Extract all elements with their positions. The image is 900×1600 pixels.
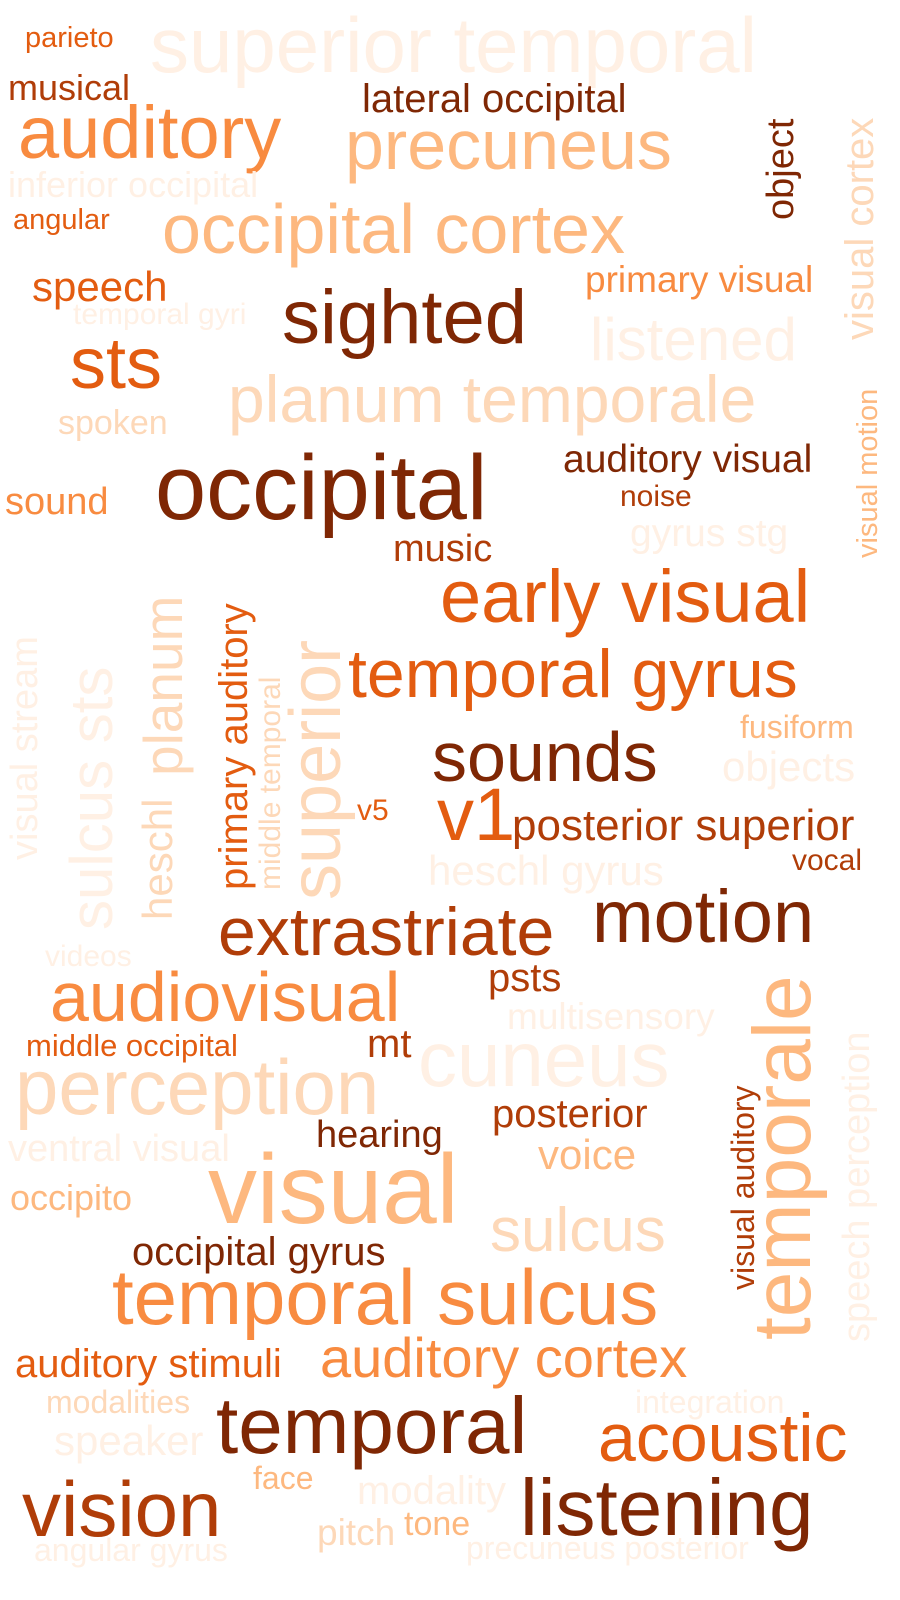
word-parieto: parieto — [25, 22, 114, 54]
word-heschl-gyrus: heschl gyrus — [428, 847, 664, 894]
word-early-visual: early visual — [440, 555, 811, 638]
word-v1: v1 — [437, 773, 516, 856]
word-angular: angular — [13, 204, 110, 236]
word-acoustic: acoustic — [598, 1400, 848, 1476]
word-fusiform: fusiform — [740, 709, 854, 745]
word-sulcus: sulcus — [490, 1196, 666, 1265]
word-v5: v5 — [357, 794, 389, 827]
word-speech-perception: speech perception — [836, 1031, 878, 1342]
word-temporal-sulcus: temporal sulcus — [112, 1253, 659, 1341]
word-object: object — [760, 118, 802, 220]
word-extrastriate: extrastriate — [218, 894, 555, 970]
word-ventral-visual: ventral visual — [8, 1128, 230, 1170]
word-occipito: occipito — [10, 1177, 133, 1218]
word-motion: motion — [592, 875, 815, 958]
word-music: music — [393, 528, 493, 570]
word-visual: visual — [208, 1134, 459, 1244]
word-primary-auditory: primary auditory — [212, 603, 256, 890]
word-temporal-gyri: temporal gyri — [73, 298, 247, 331]
word-spoken: spoken — [58, 404, 168, 442]
word-angular-gyrus: angular gyrus — [34, 1532, 228, 1568]
word-auditory-visual: auditory visual — [563, 438, 813, 481]
word-lateral-occipital: lateral occipital — [362, 77, 627, 121]
word-face: face — [253, 1460, 314, 1496]
word-visual-auditory: visual auditory — [725, 1085, 761, 1290]
word-temporal-gyrus: temporal gyrus — [348, 636, 798, 712]
word-visual-cortex: visual cortex — [838, 117, 882, 340]
word-visual-stream: visual stream — [4, 636, 46, 860]
word-temporal: temporal — [216, 1381, 528, 1470]
word-hearing: hearing — [316, 1114, 443, 1156]
word-sulcus-sts: sulcus sts — [58, 666, 125, 930]
word-primary-visual: primary visual — [585, 259, 814, 300]
word-occipital: occipital — [155, 437, 488, 539]
word-musical: musical — [8, 67, 131, 108]
word-middle-occipital: middle occipital — [26, 1028, 238, 1063]
word-precuneus: precuneus — [345, 106, 672, 184]
word-auditory-cortex: auditory cortex — [320, 1326, 688, 1389]
word-sound: sound — [5, 481, 109, 523]
word-planum-temporale: planum temporale — [228, 362, 757, 436]
word-mt: mt — [367, 1022, 412, 1066]
word-audiovisual: audiovisual — [50, 958, 401, 1036]
word-superior: superior — [276, 639, 356, 900]
word-multisensory: multisensory — [507, 996, 715, 1037]
word-visual-motion: visual motion — [852, 388, 884, 558]
word-objects: objects — [722, 743, 856, 790]
word-perception: perception — [15, 1043, 380, 1131]
word-posterior-superior: posterior superior — [512, 801, 855, 850]
word-speech: speech — [32, 263, 168, 310]
word-heschl: heschl — [134, 798, 181, 920]
word-auditory: auditory — [18, 91, 282, 174]
word-occipital-cortex: occipital cortex — [162, 190, 625, 268]
word-vocal: vocal — [792, 844, 863, 877]
word-voice: voice — [538, 1131, 637, 1178]
word-vision: vision — [22, 1465, 222, 1553]
word-auditory-stimuli: auditory stimuli — [15, 1342, 282, 1386]
word-speaker: speaker — [54, 1417, 204, 1464]
word-noise: noise — [620, 480, 692, 513]
word-posterior: posterior — [492, 1092, 648, 1136]
word-modality: modality — [357, 1469, 506, 1513]
word-psts: psts — [488, 956, 562, 1000]
word-gyrus-stg: gyrus stg — [630, 512, 789, 555]
word-planum: planum — [132, 595, 194, 776]
word-sts: sts — [70, 324, 163, 404]
word-cuneus: cuneus — [418, 1015, 670, 1103]
word-precuneus-posterior: precuneus posterior — [466, 1530, 749, 1566]
word-integration: integration — [635, 1384, 785, 1420]
word-listened: listened — [590, 306, 797, 373]
word-inferior-occipital: inferior occipital — [8, 164, 259, 205]
word-superior-temporal: superior temporal — [150, 1, 757, 89]
word-pitch: pitch — [317, 1512, 396, 1553]
word-occipital-gyrus: occipital gyrus — [132, 1230, 386, 1274]
word-listening: listening — [520, 1463, 814, 1552]
word-sounds: sounds — [432, 718, 658, 796]
word-sighted: sighted — [282, 275, 528, 360]
word-modalities: modalities — [46, 1384, 191, 1420]
word-tone: tone — [404, 1505, 471, 1543]
word-videos: videos — [45, 940, 132, 973]
